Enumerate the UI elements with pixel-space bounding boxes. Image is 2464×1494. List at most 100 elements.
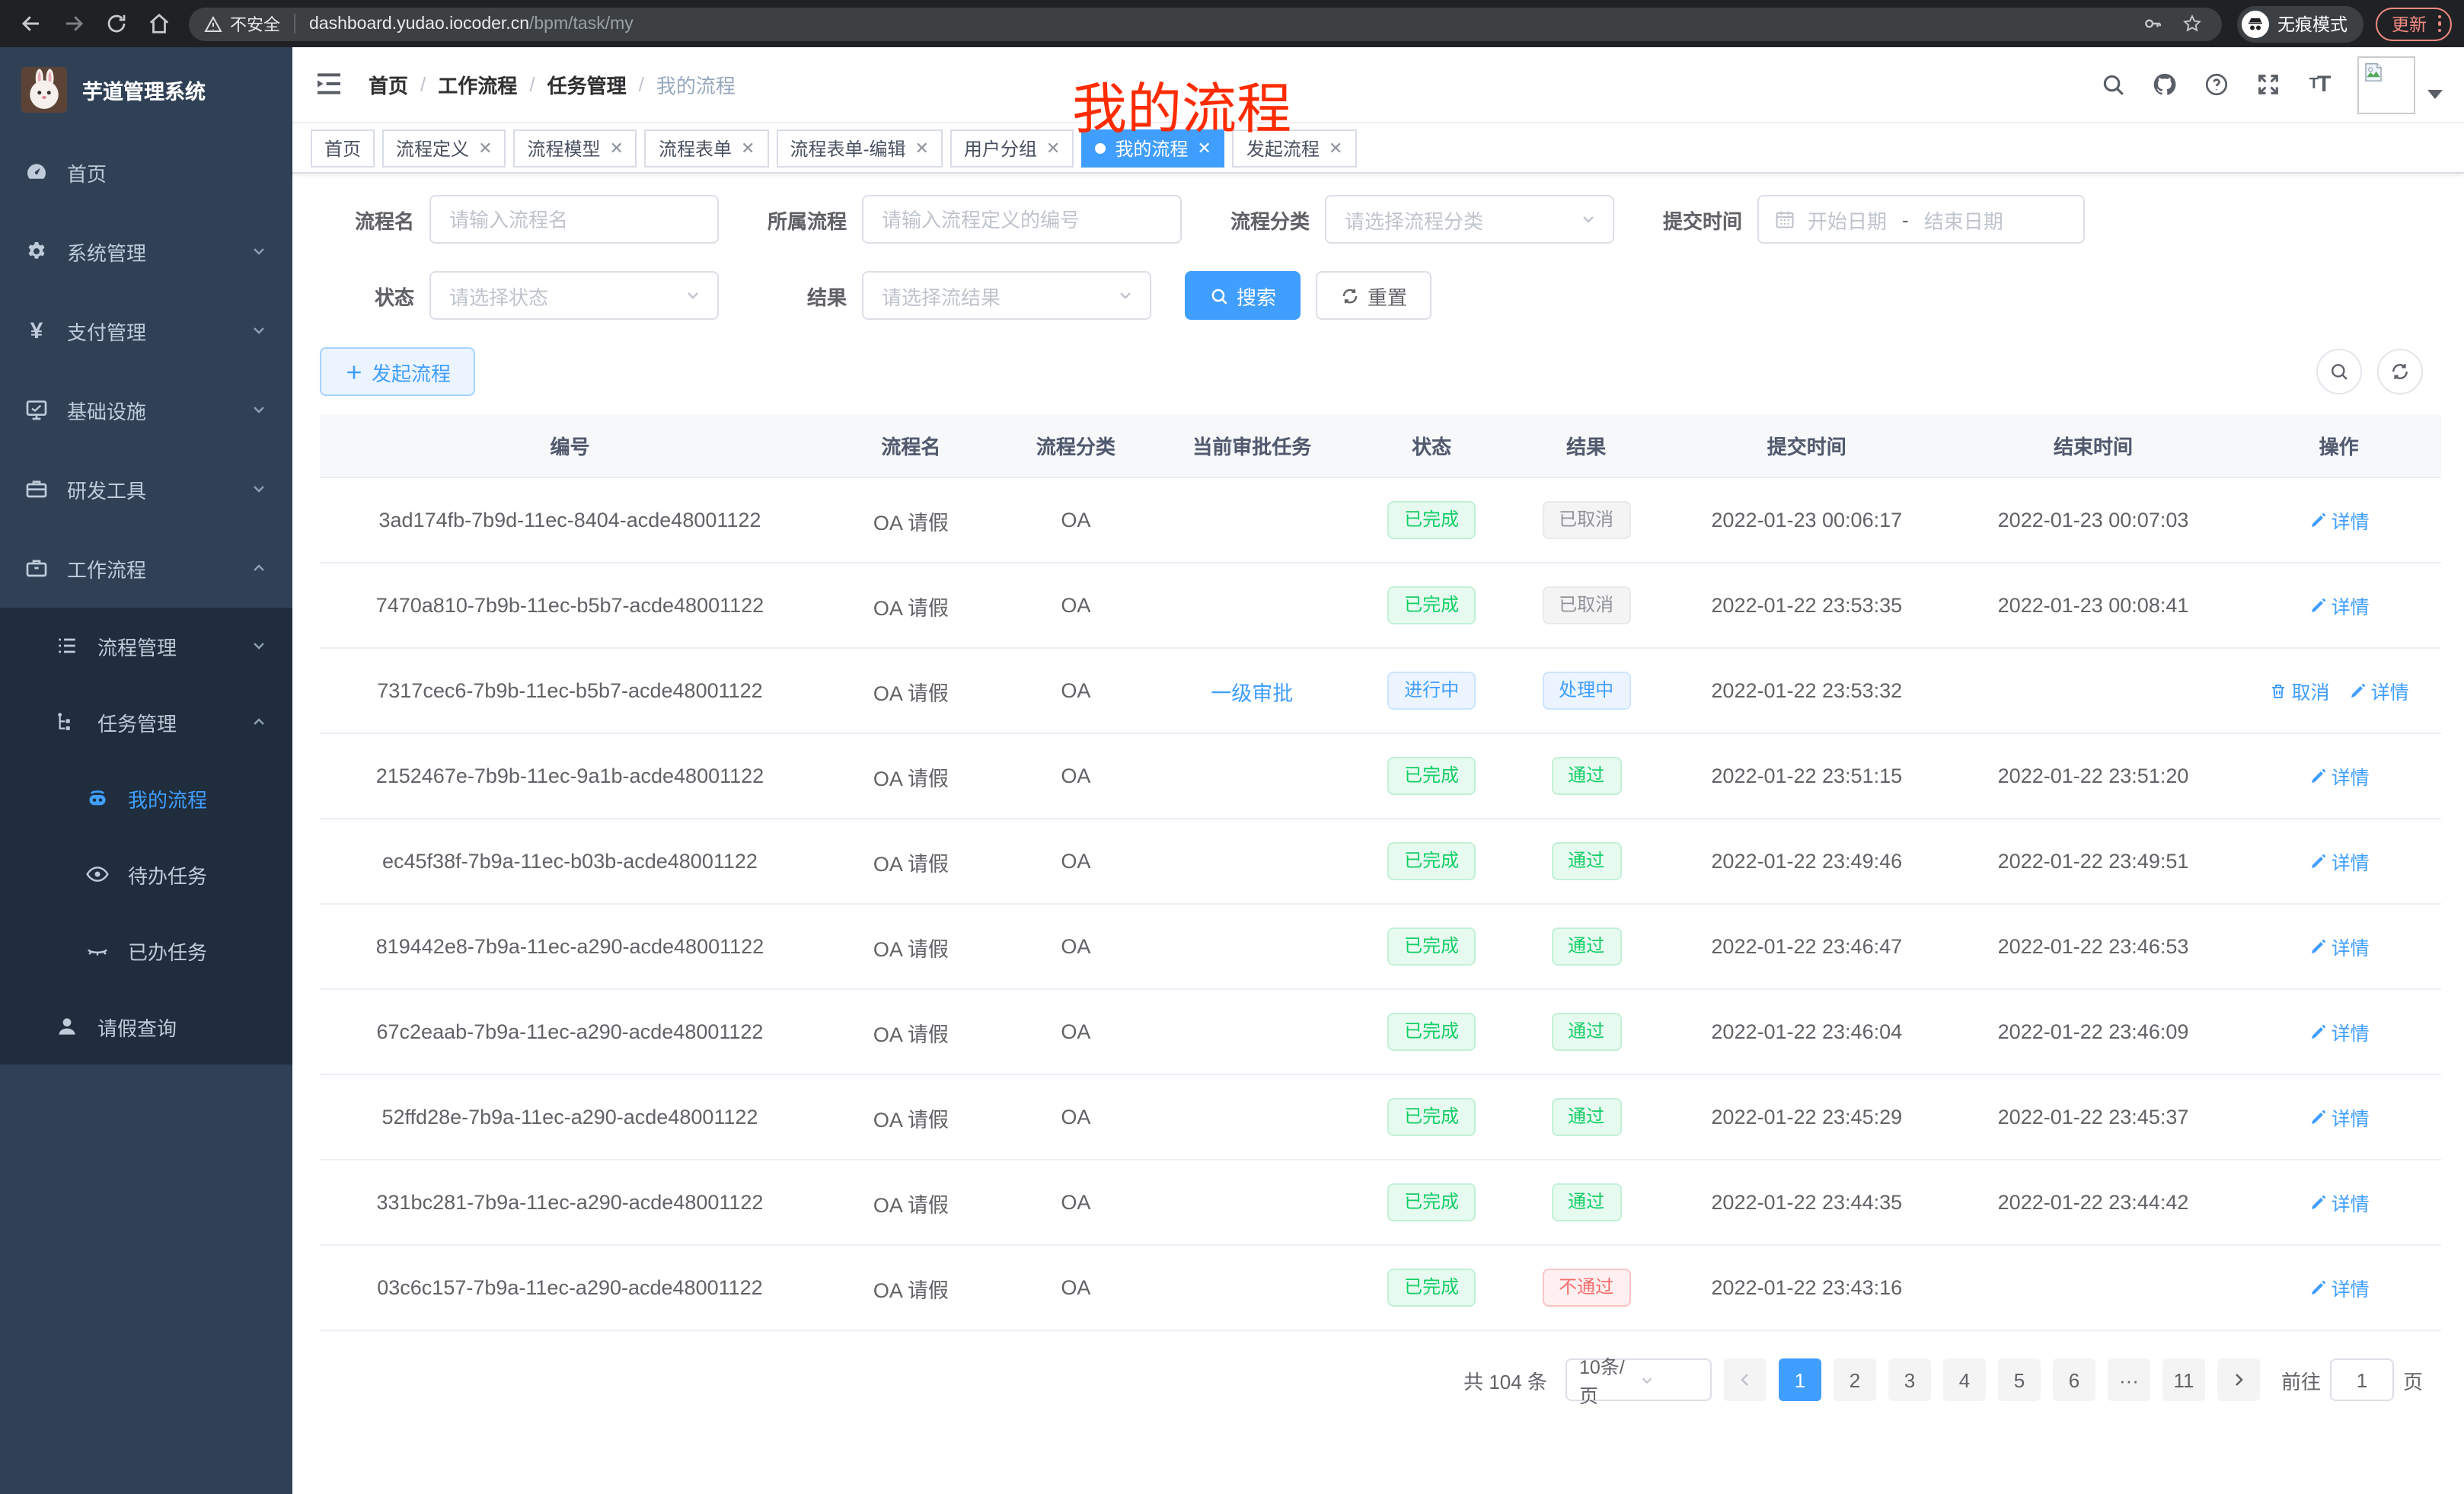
toggle-search-button[interactable]: [2316, 349, 2362, 394]
next-page-button[interactable]: [2217, 1358, 2260, 1401]
status-badge: 已完成: [1387, 842, 1476, 880]
search-button[interactable]: 搜索: [1185, 271, 1301, 320]
page-button-3[interactable]: 3: [1888, 1358, 1931, 1401]
close-icon[interactable]: ✕: [914, 139, 929, 158]
detail-link[interactable]: 详情: [2309, 1103, 2370, 1132]
cell-id: 331bc281-7b9a-11ec-a290-acde48001122: [320, 1160, 820, 1246]
prev-page-button[interactable]: [1723, 1358, 1767, 1401]
breadcrumb-home[interactable]: 首页: [369, 75, 409, 97]
table-row: 7317cec6-7b9b-11ec-b5b7-acde48001122 OA …: [320, 648, 2441, 734]
result-badge: 通过: [1551, 927, 1622, 966]
page-button-1[interactable]: 1: [1778, 1358, 1821, 1401]
detail-link[interactable]: 详情: [2309, 1273, 2370, 1302]
sidebar-item-payment[interactable]: ¥ 支付管理: [0, 291, 292, 370]
page-ellipsis-button[interactable]: ···: [2107, 1358, 2150, 1401]
incognito-icon: [2241, 10, 2268, 37]
sidebar-item-home[interactable]: 首页: [0, 132, 292, 212]
status-select[interactable]: 请选择状态: [429, 271, 719, 320]
tab-user-group[interactable]: 用户分组 ✕: [950, 129, 1074, 167]
detail-link[interactable]: 详情: [2309, 761, 2370, 790]
goto-page-input[interactable]: [2329, 1358, 2394, 1401]
address-bar[interactable]: 不安全 dashboard.yudao.iocoder.cn /bpm/task…: [189, 7, 2221, 40]
pencil-icon: [2311, 768, 2325, 782]
create-process-button[interactable]: 发起流程: [320, 347, 476, 396]
sidebar-item-task-mgmt[interactable]: 任务管理: [0, 684, 292, 760]
page-size-select[interactable]: 10条/页: [1565, 1357, 1712, 1407]
fullscreen-icon[interactable]: [2251, 68, 2284, 101]
sidebar-toggle-icon[interactable]: [314, 68, 347, 101]
avatar[interactable]: [2357, 56, 2415, 113]
close-icon[interactable]: ✕: [1045, 139, 1061, 158]
tab-home[interactable]: 首页: [311, 129, 375, 167]
tab-process-definition[interactable]: 流程定义 ✕: [382, 129, 506, 167]
forward-icon[interactable]: [55, 5, 91, 42]
pencil-icon: [2311, 512, 2325, 526]
chevron-down-icon: [250, 321, 268, 340]
detail-link[interactable]: 详情: [2309, 932, 2370, 961]
page-button-11[interactable]: 11: [2162, 1358, 2205, 1401]
status-badge: 已完成: [1387, 501, 1476, 539]
sidebar-item-process-mgmt[interactable]: 流程管理: [0, 608, 292, 684]
reload-icon[interactable]: [97, 5, 134, 42]
process-definition-input[interactable]: [862, 195, 1182, 244]
sidebar-item-devtools[interactable]: 研发工具: [0, 449, 292, 528]
detail-link[interactable]: 详情: [2309, 847, 2370, 876]
back-icon[interactable]: [12, 5, 49, 42]
submit-time-range-picker[interactable]: 开始日期 - 结束日期: [1757, 195, 2085, 244]
sidebar-item-label: 工作流程: [67, 558, 147, 581]
tab-process-form[interactable]: 流程表单 ✕: [644, 129, 769, 167]
sidebar-item-system[interactable]: 系统管理: [0, 212, 292, 291]
chrome-menu-icon[interactable]: [2437, 14, 2441, 33]
breadcrumb-task-mgmt[interactable]: 任务管理: [547, 75, 627, 97]
page-button-6[interactable]: 6: [2052, 1358, 2095, 1401]
category-select[interactable]: 请选择流程分类: [1325, 195, 1614, 244]
security-label: 不安全: [230, 16, 280, 34]
detail-link[interactable]: 详情: [2309, 591, 2370, 620]
plus-icon: [347, 365, 361, 378]
refresh-table-button[interactable]: [2377, 349, 2423, 394]
close-icon[interactable]: ✕: [1197, 139, 1211, 158]
close-icon[interactable]: ✕: [609, 139, 624, 158]
sidebar-item-my-process[interactable]: 我的流程: [0, 760, 292, 836]
home-icon[interactable]: [140, 5, 177, 42]
detail-link[interactable]: 详情: [2348, 676, 2409, 705]
detail-link[interactable]: 详情: [2309, 1017, 2370, 1046]
detail-link[interactable]: 详情: [2309, 506, 2370, 535]
result-select[interactable]: 请选择流结果: [862, 271, 1151, 320]
sidebar-item-infrastructure[interactable]: 基础设施: [0, 370, 292, 449]
cell-category: OA: [1001, 1245, 1150, 1331]
page-button-2[interactable]: 2: [1833, 1358, 1876, 1401]
cancel-link[interactable]: 取消: [2269, 676, 2330, 705]
process-name-input[interactable]: [429, 195, 719, 244]
detail-link[interactable]: 详情: [2309, 1188, 2370, 1217]
sidebar-item-workflow[interactable]: 工作流程: [0, 528, 292, 608]
help-icon[interactable]: [2199, 68, 2233, 101]
cell-name: OA 请假: [819, 733, 1002, 819]
update-button[interactable]: 更新: [2375, 7, 2452, 40]
breadcrumb-workflow[interactable]: 工作流程: [438, 75, 518, 97]
password-key-icon[interactable]: [2139, 14, 2166, 34]
header-search-icon[interactable]: [2095, 68, 2129, 101]
close-icon[interactable]: ✕: [478, 139, 493, 158]
close-icon[interactable]: ✕: [741, 139, 755, 158]
sidebar-item-todo-tasks[interactable]: 待办任务: [0, 836, 292, 912]
reset-button[interactable]: 重置: [1316, 271, 1432, 320]
chevron-down-icon: [684, 286, 702, 305]
tab-start-process[interactable]: 发起流程 ✕: [1232, 129, 1357, 167]
date-end-placeholder: 结束日期: [1923, 209, 2003, 232]
app-logo-row[interactable]: 芋道管理系统: [0, 47, 292, 132]
avatar-caret-icon[interactable]: [2427, 89, 2443, 98]
tab-my-process[interactable]: 我的流程 ✕: [1081, 129, 1225, 167]
tab-process-form-edit[interactable]: 流程表单-编辑 ✕: [776, 129, 943, 167]
github-icon[interactable]: [2147, 68, 2181, 101]
close-icon[interactable]: ✕: [1328, 139, 1343, 158]
current-task-link[interactable]: 一级审批: [1211, 682, 1294, 704]
page-button-5[interactable]: 5: [1997, 1358, 2041, 1401]
sidebar-item-done-tasks[interactable]: 已办任务: [0, 912, 292, 988]
bookmark-star-icon[interactable]: [2178, 14, 2206, 34]
table-row: 819442e8-7b9a-11ec-a290-acde48001122 OA …: [320, 904, 2441, 990]
sidebar-item-leave-query[interactable]: 请假查询: [0, 988, 292, 1065]
tab-process-model[interactable]: 流程模型 ✕: [513, 129, 637, 167]
page-button-4[interactable]: 4: [1942, 1358, 1986, 1401]
